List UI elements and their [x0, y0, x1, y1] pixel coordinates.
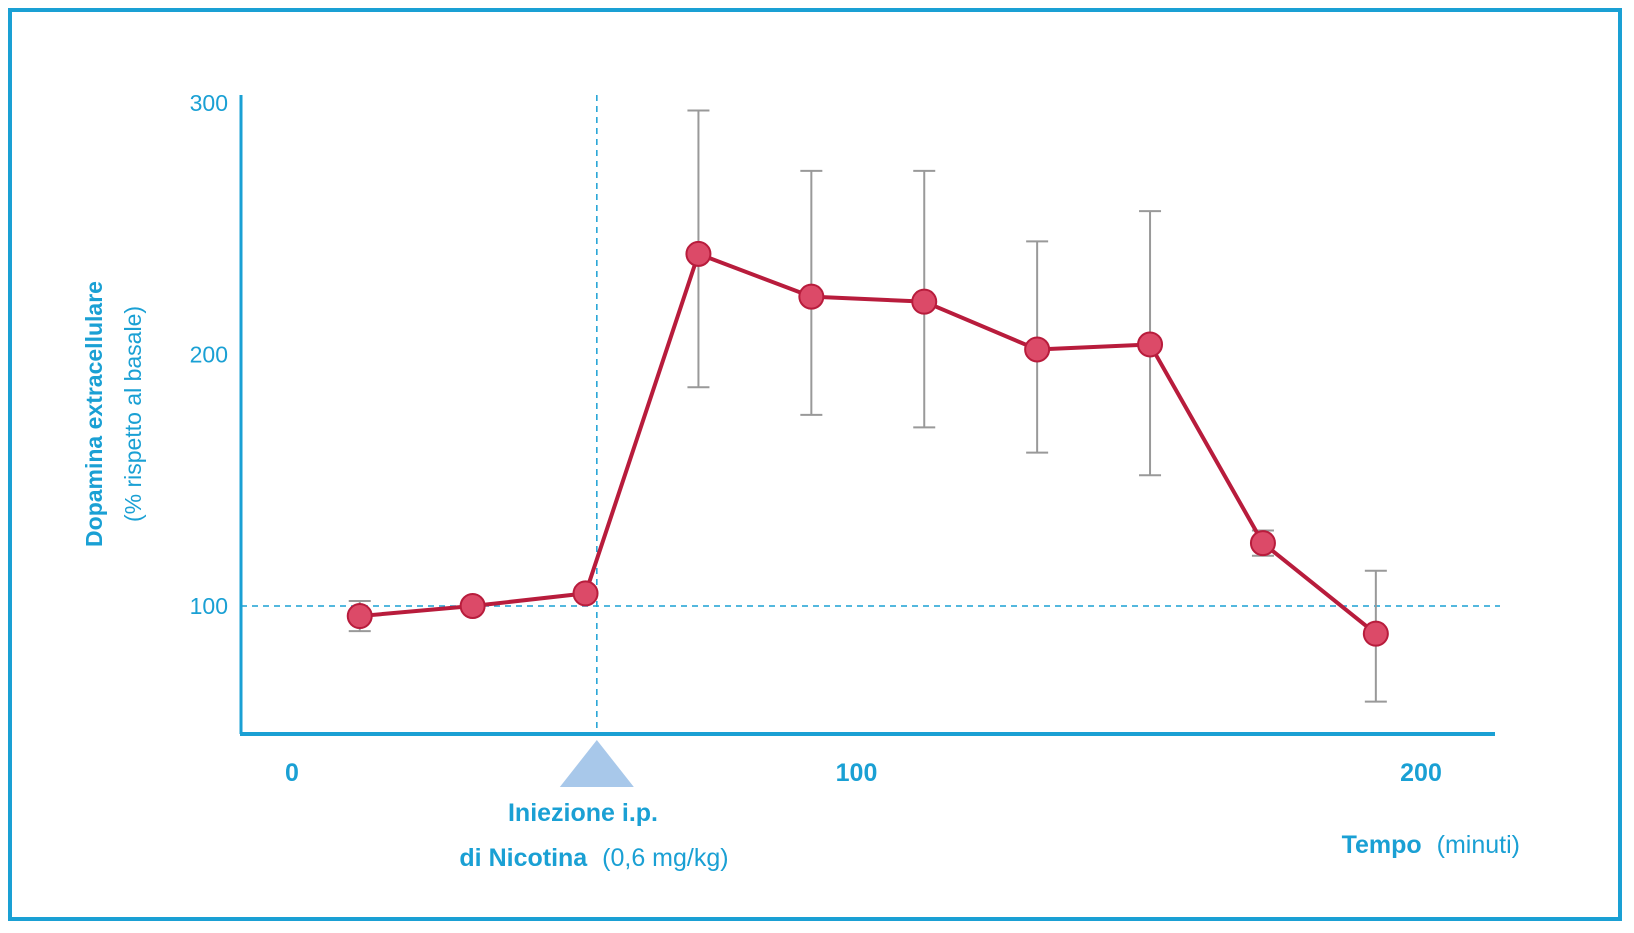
series-line [359, 251, 1378, 636]
chart-frame [8, 8, 1622, 921]
error-bars [348, 109, 1387, 703]
x-tick-label: 0 [285, 759, 299, 787]
y-tick-label: 300 [190, 90, 228, 116]
injection-label-dose: (0,6 mg/kg) [602, 844, 728, 872]
injection-label-line2: di Nicotina (0,6 mg/kg) [459, 844, 728, 872]
data-markers [346, 240, 1389, 647]
data-point [572, 580, 599, 607]
data-point [1249, 530, 1276, 557]
y-axis-label: Dopamina extracellulare [81, 281, 107, 547]
y-axis-unit: (% rispetto al basale) [120, 306, 146, 522]
y-tick-labels: 100 200 300 [190, 90, 228, 619]
data-point [459, 593, 486, 619]
injection-marker-icon [559, 740, 634, 787]
x-tick-label: 200 [1400, 759, 1442, 787]
y-tick-label: 200 [190, 342, 228, 368]
y-tick-label: 100 [190, 593, 228, 619]
injection-label-line1: Iniezione i.p. [508, 799, 658, 827]
x-axis-label-unit: (minuti) [1437, 831, 1520, 859]
x-axis-label: Tempo (minuti) [1342, 831, 1520, 859]
x-tick-label: 100 [836, 759, 878, 787]
data-point [911, 288, 938, 315]
data-point [798, 283, 825, 310]
x-tick-labels: 0 100 200 [285, 759, 1442, 787]
data-point [1362, 620, 1389, 647]
data-point [685, 240, 712, 267]
data-point [1137, 331, 1164, 358]
x-axis-label-main: Tempo [1342, 831, 1422, 859]
injection-label-drug: di Nicotina [459, 844, 588, 872]
data-point [1024, 336, 1051, 363]
data-point [346, 603, 373, 630]
